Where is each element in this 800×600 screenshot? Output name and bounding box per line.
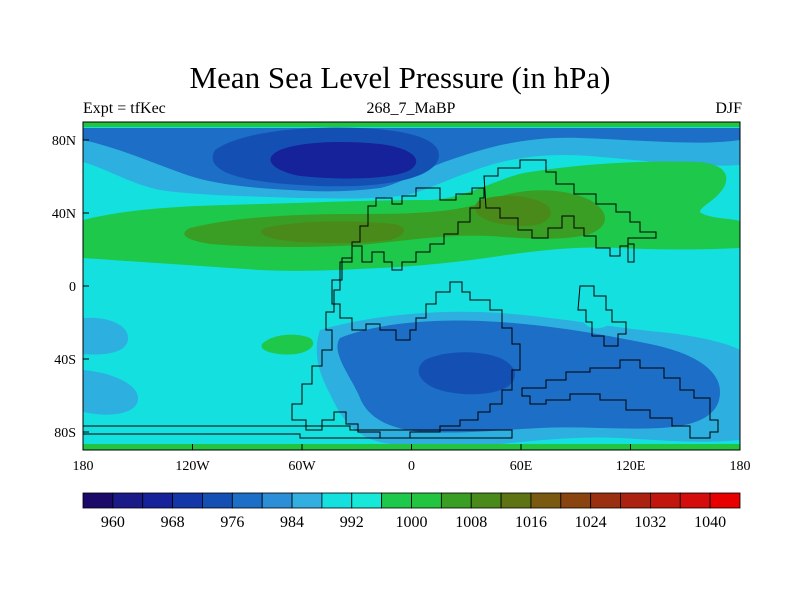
colorbar-swatch: [381, 492, 412, 509]
x-axis-labels: 180 120W 60W 0 60E 120E 180: [73, 459, 751, 474]
y-axis-labels: 80N 40N 0 40S 80S: [52, 134, 76, 441]
y-tick-label: 40N: [52, 207, 76, 222]
coastline-polar: [83, 425, 513, 439]
field-980-north: [270, 142, 417, 179]
x-tick-label: 60W: [288, 459, 316, 474]
colorbar-swatch: [530, 492, 562, 509]
y-tick-label: 0: [69, 280, 76, 295]
colorbar-swatch: [351, 492, 383, 509]
colorbar-swatch: [321, 492, 353, 509]
colorbar: [82, 492, 741, 509]
colorbar-swatch: [172, 492, 203, 509]
field-996-southwest: [83, 317, 139, 415]
colorbar-swatch: [560, 492, 592, 509]
season-label: DJF: [715, 100, 742, 117]
experiment-label: Expt = tfKec: [83, 100, 166, 117]
colorbar-swatch: [261, 492, 293, 509]
colorbar-swatch: [650, 492, 681, 509]
colorbar-swatch: [470, 492, 502, 509]
colorbar-swatch: [590, 492, 621, 509]
x-tick-label: 120E: [616, 459, 646, 474]
colorbar-label: 1000: [396, 514, 428, 531]
y-tick-label: 80S: [54, 426, 76, 441]
pressure-field: [83, 122, 740, 450]
polar-strip-north: [83, 122, 740, 127]
colorbar-swatch: [202, 492, 233, 509]
axis-ticks: [82, 139, 741, 450]
field-988-south: [418, 352, 516, 395]
continent-outlines: [83, 159, 719, 439]
colorbar-label: 992: [340, 514, 364, 531]
colorbar-label: 1040: [694, 514, 726, 531]
map-title: Mean Sea Level Pressure (in hPa): [189, 60, 611, 95]
colorbar-swatch: [82, 492, 114, 509]
field-1000-inset: [580, 287, 619, 329]
colorbar-swatch: [620, 492, 651, 509]
colorbar-swatch: [231, 492, 263, 509]
colorbar-swatch: [709, 492, 741, 509]
colorbar-label: 1008: [455, 514, 487, 531]
colorbar-swatch: [142, 492, 173, 509]
x-tick-label: 180: [73, 459, 94, 474]
x-tick-label: 180: [730, 459, 751, 474]
colorbar-swatch: [500, 492, 532, 509]
colorbar-label: 1024: [575, 514, 607, 531]
coastline-west: [291, 187, 521, 439]
x-tick-label: 120W: [175, 459, 210, 474]
colorbar-label: 1032: [634, 514, 666, 531]
colorbar-swatch: [291, 492, 323, 509]
y-tick-label: 40S: [54, 353, 76, 368]
period-label: 268_7_MaBP: [366, 100, 456, 117]
field-992-south: [337, 320, 720, 433]
field-1004-blob: [261, 334, 314, 355]
coastline-southern-landmass: [521, 359, 719, 439]
colorbar-swatch: [411, 492, 442, 509]
colorbar-swatch: [440, 492, 472, 509]
colorbar-label: 968: [161, 514, 185, 531]
colorbar-label: 1016: [515, 514, 547, 531]
y-tick-label: 80N: [52, 134, 76, 149]
colorbar-swatch: [679, 492, 711, 509]
coastline-islands: [577, 243, 635, 347]
colorbar-swatch: [112, 492, 144, 509]
x-tick-label: 60E: [510, 459, 533, 474]
colorbar-labels: 960 968 976 984 992 1000 1008 1016 1024 1032 1040: [101, 514, 726, 531]
colorbar-label: 960: [101, 514, 125, 531]
colorbar-label: 976: [220, 514, 244, 531]
x-tick-label: 0: [408, 459, 415, 474]
colorbar-label: 984: [280, 514, 304, 531]
